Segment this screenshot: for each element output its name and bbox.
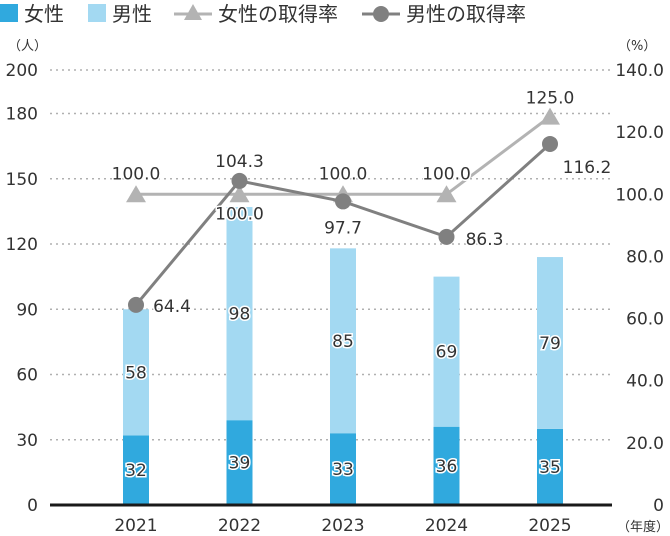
- bar-male-value-label: 58: [125, 363, 147, 383]
- right-axis-tick-label: 80.0: [626, 247, 664, 267]
- right-axis-ticks: 0 20.0 40.0 60.0 80.0 100.0 120.0 140.0: [615, 61, 664, 516]
- bar-male: [433, 276, 460, 427]
- female-rate-point: [540, 107, 560, 125]
- bar-female: [330, 433, 356, 505]
- male-rate-value-label: 116.2: [563, 158, 612, 178]
- female-rate-value-label: 100.0: [112, 164, 161, 184]
- right-axis-tick-label: 40.0: [626, 372, 664, 392]
- male-rate-point: [335, 193, 351, 210]
- right-axis-unit: （%）: [618, 39, 656, 54]
- male-rate-value-label: 86.3: [466, 230, 504, 250]
- legend-male-label: 男性: [112, 2, 152, 26]
- male-rate-point: [542, 135, 558, 152]
- x-axis-ticks: 2021 2022 2023 2024 2025: [114, 516, 571, 536]
- legend-male-swatch: [88, 4, 106, 22]
- left-axis-tick-label: 90: [16, 300, 38, 320]
- legend-female-swatch: [0, 4, 18, 22]
- male-rate-value-label: 97.7: [324, 218, 362, 238]
- female-rate-value-label: 100.0: [215, 204, 264, 224]
- bar-male-value-label: 85: [332, 332, 354, 352]
- legend-female-rate-label: 女性の取得率: [218, 2, 338, 26]
- bar-female: [433, 426, 460, 505]
- right-axis-tick-label: 20.0: [626, 434, 664, 454]
- left-axis-tick-label: 30: [16, 431, 38, 451]
- left-axis-tick-label: 180: [6, 105, 38, 125]
- legend-female-label: 女性: [24, 2, 64, 26]
- bar-female-value-label: 32: [125, 461, 147, 481]
- bar-male-value-label: 79: [539, 334, 561, 354]
- female-rate-value-label: 125.0: [526, 89, 575, 109]
- female-rate-point: [126, 185, 146, 203]
- bar-female-value-label: 39: [229, 454, 251, 474]
- bar-male: [537, 257, 563, 429]
- left-axis-unit: （人）: [8, 39, 47, 54]
- legend-female-rate-triangle-icon: [184, 4, 202, 20]
- left-axis-tick-label: 150: [6, 170, 38, 190]
- x-axis-tick-label: 2025: [528, 516, 571, 536]
- x-axis-unit: （年度）: [617, 519, 669, 535]
- bar-male-value-label: 69: [436, 343, 458, 363]
- right-axis-tick-label: 140.0: [615, 61, 664, 81]
- right-axis-tick-label: 120.0: [615, 123, 664, 143]
- bar-female-value-label: 35: [539, 458, 561, 478]
- female-rate-point: [436, 185, 457, 203]
- rate-lines: 100.0 100.0 100.0 100.0 125.0 64.4 104.3 97.7 86…: [110, 87, 613, 318]
- legend-male-rate-label: 男性の取得率: [406, 2, 526, 26]
- left-axis-ticks: 0 30 60 90 120 150 180 200: [6, 61, 38, 516]
- male-rate-value-label: 64.4: [153, 297, 191, 317]
- bar-male: [226, 207, 253, 421]
- male-rate-value-label: 104.3: [215, 152, 264, 172]
- female-rate-point: [229, 185, 250, 203]
- right-axis-tick-label: 100.0: [615, 185, 664, 205]
- bar-male-value-label: 98: [229, 305, 251, 325]
- female-rate-value-label: 100.0: [319, 164, 368, 184]
- left-axis-tick-label: 200: [6, 61, 38, 81]
- left-axis-tick-label: 120: [6, 235, 38, 255]
- right-axis-tick-label: 0: [653, 496, 664, 516]
- male-rate-point: [128, 296, 144, 313]
- x-axis-tick-label: 2021: [114, 516, 157, 536]
- x-axis-tick-label: 2024: [425, 516, 468, 536]
- bars: 32 58 39 98 33 85 36 69 35 79: [123, 207, 563, 505]
- left-axis-tick-label: 60: [16, 366, 38, 386]
- right-axis-tick-label: 60.0: [626, 310, 664, 330]
- gridlines: [50, 69, 612, 441]
- legend-male-rate-circle-icon: [373, 6, 389, 22]
- bar-female-value-label: 33: [332, 460, 354, 480]
- bar-male: [123, 309, 149, 436]
- x-axis-tick-label: 2023: [321, 516, 364, 536]
- male-rate-point: [438, 228, 455, 245]
- bar-female: [123, 435, 149, 505]
- bar-male: [330, 248, 356, 434]
- bar-female: [226, 420, 253, 505]
- female-rate-value-label: 100.0: [422, 164, 471, 184]
- left-axis-tick-label: 0: [27, 496, 38, 516]
- legend: 女性 男性 女性の取得率 男性の取得率: [0, 2, 526, 26]
- bar-female: [537, 428, 563, 505]
- bar-female-value-label: 36: [436, 457, 458, 477]
- male-rate-point: [231, 172, 248, 189]
- x-axis-tick-label: 2022: [218, 516, 261, 536]
